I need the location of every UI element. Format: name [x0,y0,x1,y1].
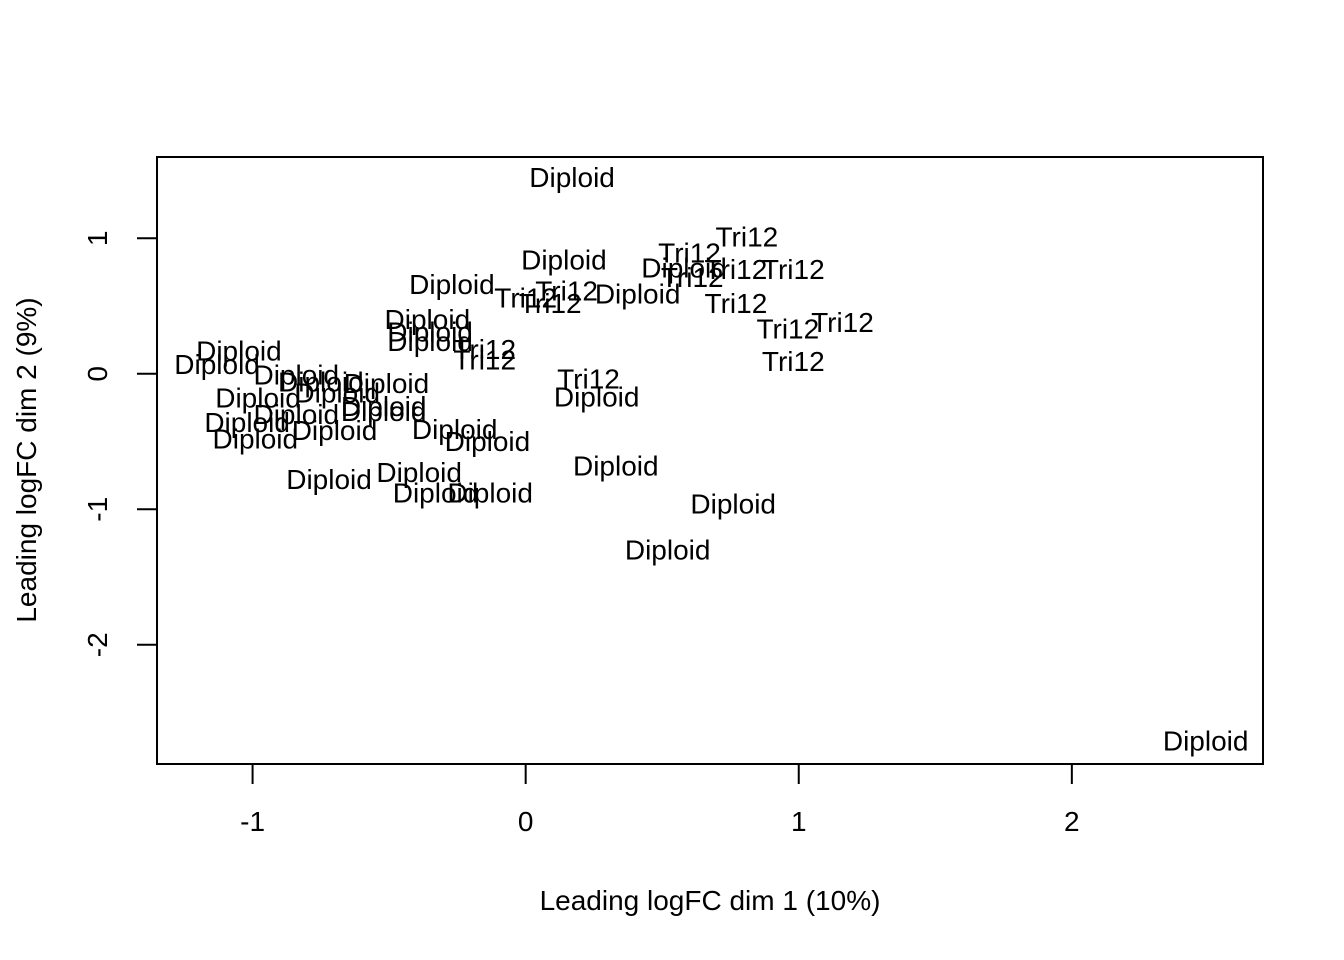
point-label-diploid: Diploid [529,162,615,193]
point-label-diploid: Diploid [445,426,531,457]
point-label-diploid: Diploid [690,488,776,519]
point-label-diploid: Diploid [554,381,640,412]
point-label-diploid: Diploid [447,478,533,509]
y-tick-label: -2 [82,632,113,657]
y-tick-label: -1 [82,497,113,522]
point-label-diploid: Diploid [521,244,607,275]
y-tick-label: 1 [82,231,113,247]
point-label-diploid: Diploid [253,360,339,391]
point-label-tri12: Tri12 [762,254,825,285]
point-label-diploid: Diploid [292,415,378,446]
point-label-diploid: Diploid [215,383,301,414]
point-label-tri12: Tri12 [811,307,874,338]
x-tick-label: 2 [1064,806,1080,837]
point-label-diploid: Diploid [393,478,479,509]
point-label-diploid: Diploid [294,377,380,408]
point-label-diploid: Diploid [341,396,427,427]
point-label-tri12: Tri12 [715,221,778,252]
point-label-diploid: Diploid [376,457,462,488]
point-label-diploid: Diploid [1163,725,1249,756]
x-axis-title: Leading logFC dim 1 (10%) [540,885,881,916]
point-label-tri12: Tri12 [661,262,724,293]
point-label-tri12: Tri12 [494,282,557,313]
point-label-diploid: Diploid [387,316,473,347]
point-label-diploid: Diploid [387,326,473,357]
x-tick-label: -1 [240,806,265,837]
point-label-diploid: Diploid [213,423,299,454]
point-label-diploid: Diploid [341,391,427,422]
point-label-tri12: Tri12 [762,346,825,377]
point-label-tri12: Tri12 [658,238,721,269]
y-tick-label: 0 [82,366,113,382]
point-label-diploid: Diploid [409,269,495,300]
point-label-diploid: Diploid [385,304,471,335]
point-label-diploid: Diploid [595,278,681,309]
x-tick-label: 0 [518,806,534,837]
point-label-diploid: Diploid [204,407,290,438]
point-label-diploid: Diploid [573,450,659,481]
point-label-diploid: Diploid [641,253,727,284]
x-tick-label: 1 [791,806,807,837]
point-label-tri12: Tri12 [705,288,768,319]
point-label-tri12: Tri12 [756,314,819,345]
point-label-tri12: Tri12 [519,288,582,319]
point-label-diploid: Diploid [286,464,372,495]
point-labels: DiploidDiploidDiploidTri12Tri12DiploidTr… [174,162,1248,757]
y-axis: -2 -1 0 1 [82,231,158,657]
y-axis-title: Leading logFC dim 2 (9%) [11,297,42,622]
point-label-tri12: Tri12 [557,364,620,395]
point-label-tri12: Tri12 [453,345,516,376]
point-label-tri12: Tri12 [453,334,516,365]
point-label-diploid: Diploid [344,368,430,399]
point-label-diploid: Diploid [253,399,339,430]
x-axis: -1 0 1 2 [240,763,1080,837]
point-label-tri12: Tri12 [705,254,768,285]
point-label-tri12: Tri12 [535,276,598,307]
point-label-diploid: Diploid [625,534,711,565]
point-label-diploid: Diploid [174,349,260,380]
point-label-diploid: Diploid [412,414,498,445]
point-label-diploid: Diploid [278,366,364,397]
point-label-diploid: Diploid [196,335,282,366]
